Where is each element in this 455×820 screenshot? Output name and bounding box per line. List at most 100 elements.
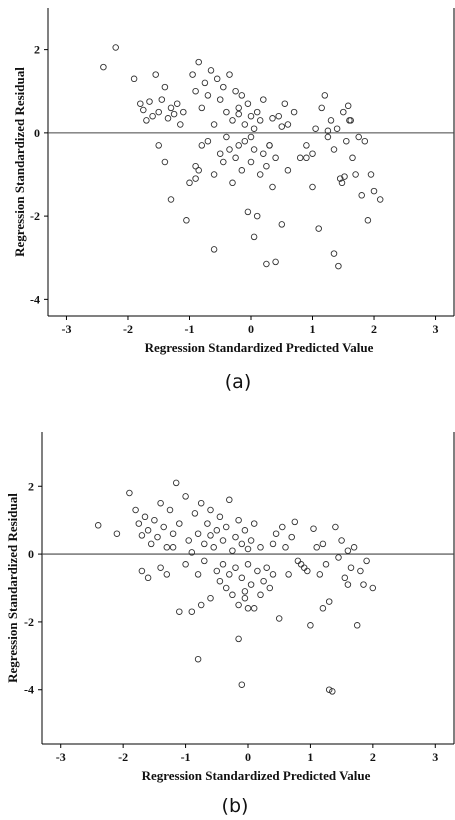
data-point: [112, 44, 119, 51]
x-tick-label: 3: [432, 750, 438, 764]
data-point: [347, 117, 354, 124]
data-point: [263, 260, 270, 268]
data-point: [241, 527, 249, 534]
data-point: [338, 537, 345, 544]
data-point: [296, 154, 304, 162]
data-point: [360, 581, 367, 588]
data-point: [201, 79, 209, 87]
x-tick-label: -3: [56, 750, 66, 764]
data-point: [307, 622, 314, 629]
data-point: [310, 525, 317, 532]
data-point: [247, 581, 255, 588]
data-point: [370, 187, 378, 195]
data-point: [182, 561, 189, 568]
data-point: [219, 561, 227, 568]
data-point: [173, 100, 181, 107]
data-point: [269, 183, 276, 191]
data-point: [269, 540, 277, 548]
data-point: [235, 601, 242, 609]
data-point: [166, 506, 174, 514]
data-point: [312, 125, 319, 132]
data-point: [146, 98, 153, 105]
data-point: [238, 681, 246, 688]
data-point: [238, 540, 246, 548]
data-point: [253, 212, 261, 220]
data-point: [197, 499, 205, 507]
scatter-plot-b: -3 -2 -1 0 1 2 3 -4 -2 0 2 Regression Standardized …: [5, 432, 455, 817]
data-point: [135, 520, 143, 527]
data-point: [278, 123, 286, 130]
data-point: [144, 574, 152, 582]
y-tick-label: 0: [34, 126, 40, 140]
figure-caption: (a): [225, 371, 251, 393]
data-point: [235, 516, 242, 524]
data-point: [160, 523, 167, 531]
data-point: [229, 179, 236, 187]
data-point: [229, 117, 236, 124]
data-point: [324, 127, 332, 135]
data-point: [161, 83, 169, 91]
data-point: [247, 158, 255, 166]
data-point: [241, 588, 249, 595]
data-point: [94, 522, 102, 529]
x-tick-label: 0: [245, 750, 251, 764]
data-point: [367, 171, 375, 178]
y-tick-label: -2: [24, 615, 34, 629]
data-point: [263, 564, 270, 571]
data-point: [256, 171, 264, 178]
data-point: [152, 71, 159, 78]
data-point: [250, 146, 258, 153]
data-point: [164, 115, 172, 122]
data-point: [141, 513, 149, 521]
data-point: [353, 622, 361, 629]
y-tick-label: 2: [28, 479, 34, 493]
data-point: [272, 154, 279, 162]
data-point: [281, 100, 289, 107]
data-point: [275, 112, 282, 120]
data-point: [313, 544, 320, 551]
data-point: [338, 179, 346, 187]
data-point: [294, 557, 302, 565]
data-point: [309, 183, 316, 191]
data-point: [278, 221, 286, 228]
data-point: [158, 96, 166, 103]
data-point: [244, 208, 252, 216]
data-point: [140, 106, 147, 114]
data-point: [210, 121, 218, 128]
figure-caption: (b): [222, 795, 249, 817]
data-point: [284, 121, 292, 128]
data-point: [357, 567, 364, 575]
data-point: [250, 125, 258, 132]
data-point: [235, 635, 242, 643]
data-point: [257, 591, 264, 599]
data-point: [229, 547, 236, 554]
x-axis-label: Regression Standardized Predicted Value: [145, 340, 374, 355]
data-point: [235, 110, 242, 118]
data-point: [344, 102, 352, 110]
data-point: [376, 196, 384, 203]
data-point: [321, 92, 329, 99]
x-tick-label: 3: [433, 322, 439, 336]
data-point: [288, 533, 295, 541]
data-point: [185, 537, 192, 544]
data-point: [126, 489, 133, 497]
data-point: [130, 75, 138, 83]
data-point: [335, 554, 342, 561]
data-point: [204, 137, 212, 145]
data-point: [297, 561, 305, 568]
data-point: [303, 154, 310, 162]
data-point: [207, 532, 214, 539]
data-point: [329, 688, 336, 695]
data-point: [216, 513, 224, 521]
data-point: [344, 547, 352, 554]
x-tick-label: -1: [181, 750, 191, 764]
data-point: [327, 117, 335, 124]
data-point: [151, 516, 158, 524]
data-point: [260, 150, 267, 157]
data-point: [167, 196, 175, 203]
data-point: [207, 594, 214, 602]
data-point: [319, 540, 327, 548]
data-point: [350, 544, 358, 551]
data-point: [282, 544, 289, 551]
data-point: [213, 567, 221, 575]
